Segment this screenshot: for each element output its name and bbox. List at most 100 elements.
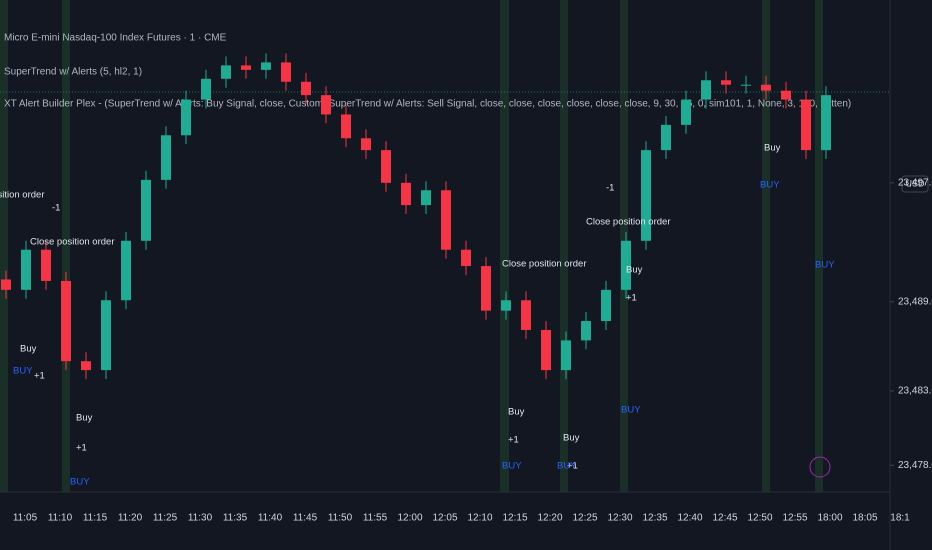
candle-body	[481, 266, 491, 311]
x-tick-label: 12:10	[467, 513, 492, 524]
x-tick-label: 11:35	[223, 513, 248, 524]
signal-annotation: Close position order	[502, 259, 587, 270]
currency-box[interactable]	[901, 175, 929, 193]
x-tick-label: 18:00	[817, 513, 842, 524]
signal-annotation: Close position order	[30, 237, 115, 248]
signal-annotation: -1	[52, 203, 60, 214]
candle-body	[561, 340, 571, 371]
x-tick-label: 11:10	[48, 513, 73, 524]
candle-body	[461, 249, 471, 267]
candle-body	[41, 249, 51, 281]
x-tick-label: 12:35	[642, 513, 667, 524]
candle-body	[781, 90, 791, 100]
candle-body	[321, 95, 331, 115]
buy-label: BUY	[760, 180, 780, 191]
candle-body	[641, 150, 651, 241]
signal-annotation: Buy	[563, 433, 580, 444]
candle-body	[541, 329, 551, 371]
candle-body	[661, 124, 671, 151]
candle-body	[101, 300, 111, 371]
x-tick-label: 18:05	[852, 513, 877, 524]
buy-label: BUY	[70, 477, 90, 488]
candle-body	[601, 289, 611, 322]
candle-body	[821, 95, 831, 151]
signal-annotation: -1	[606, 183, 614, 194]
candle-body	[61, 280, 71, 362]
x-tick-label: 11:25	[153, 513, 178, 524]
candle-body	[21, 249, 31, 290]
x-tick-label: 11:40	[258, 513, 283, 524]
x-tick-label: 12:45	[712, 513, 737, 524]
indicator-title: XT Alert Builder Plex - (SuperTrend w/ A…	[4, 99, 851, 110]
candle-body	[581, 321, 591, 341]
x-tick-label: 12:25	[572, 513, 597, 524]
candle-body	[301, 81, 311, 96]
x-tick-label: 11:55	[363, 513, 388, 524]
signal-annotation: Buy	[20, 344, 37, 355]
candle-body	[161, 135, 171, 180]
candle-body	[681, 99, 691, 125]
candle-body	[761, 84, 771, 91]
candle-body	[621, 240, 631, 290]
signal-annotation: Buy	[76, 413, 93, 424]
x-tick-label: 12:00	[397, 513, 422, 524]
signal-annotation: +1	[626, 293, 637, 304]
candle-body	[741, 84, 751, 86]
x-tick-label: 11:15	[83, 513, 108, 524]
buy-label: BUY	[621, 405, 641, 416]
candle-body	[521, 300, 531, 330]
candle-body	[1, 279, 11, 290]
candle-body	[501, 300, 511, 311]
signal-annotation: Buy	[626, 265, 643, 276]
signal-annotation: +1	[508, 435, 519, 446]
candle-body	[221, 65, 231, 79]
candle-body	[381, 150, 391, 183]
x-tick-label: 12:05	[432, 513, 457, 524]
x-tick-label: 12:40	[677, 513, 702, 524]
signal-annotation: +1	[76, 443, 87, 454]
candle-body	[81, 361, 91, 371]
alert-icon[interactable]	[809, 456, 831, 478]
candle-body	[801, 99, 811, 151]
x-tick-label: 11:45	[293, 513, 318, 524]
x-tick-label: 12:50	[747, 513, 772, 524]
x-tick-label: 12:30	[607, 513, 632, 524]
buy-label: BUY	[815, 260, 835, 271]
y-tick-label: 23,489.00	[898, 296, 932, 307]
signal-annotation: +1	[567, 461, 578, 472]
candle-body	[121, 240, 131, 301]
x-tick-label: 11:30	[188, 513, 213, 524]
y-tick-label: 23,478.00	[898, 460, 932, 471]
symbol-title: Micro E-mini Nasdaq-100 Index Futures · …	[4, 33, 227, 44]
candle-body	[721, 80, 731, 85]
buy-label: BUY	[557, 461, 577, 472]
candle-body	[201, 78, 211, 100]
x-tick-label: 11:20	[118, 513, 143, 524]
currency-label[interactable]: USD	[905, 178, 925, 188]
x-tick-label: 18:1	[890, 513, 910, 524]
candle-body	[141, 179, 151, 241]
candle-body	[241, 65, 251, 70]
candle-body	[421, 190, 431, 206]
buy-label: BUY	[502, 461, 522, 472]
candle-body	[261, 62, 271, 70]
signal-annotation: Close position order	[586, 217, 671, 228]
x-tick-label: 11:50	[328, 513, 353, 524]
y-tick-label: 23,483.00	[898, 386, 932, 397]
candle-body	[341, 114, 351, 139]
indicator-title: SuperTrend w/ Alerts (5, hl2, 1)	[4, 67, 142, 78]
signal-annotation: Buy	[508, 407, 525, 418]
candle-body	[401, 182, 411, 206]
y-tick-label: 23,497.00	[898, 177, 932, 188]
signal-annotation: Close position order	[0, 190, 45, 201]
candle-body	[441, 190, 451, 250]
x-tick-label: 12:55	[782, 513, 807, 524]
buy-label: BUY	[13, 366, 33, 377]
x-tick-label: 11:05	[13, 513, 38, 524]
x-tick-label: 12:20	[537, 513, 562, 524]
x-tick-label: 12:15	[502, 513, 527, 524]
signal-annotation: +1	[34, 371, 45, 382]
candle-body	[281, 62, 291, 82]
